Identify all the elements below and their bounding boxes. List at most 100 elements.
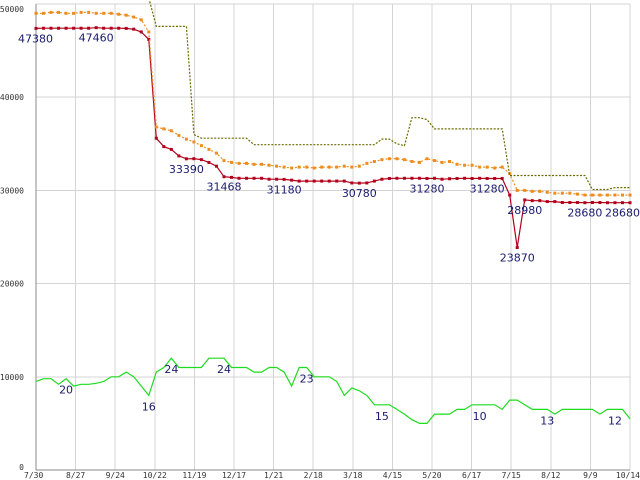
series-1-point — [139, 30, 143, 34]
series-2-point — [448, 160, 452, 164]
series-2-point — [222, 159, 226, 163]
series-1-point — [49, 26, 53, 30]
series-1-point — [590, 201, 594, 205]
series-1-point — [260, 176, 264, 180]
series-1-point — [154, 136, 158, 140]
data-label: 28680 — [567, 207, 602, 220]
series-2-point — [124, 13, 128, 17]
x-tick-label: 5/20 — [422, 471, 441, 480]
series-2-point — [515, 188, 519, 192]
y-tick-label: 20000 — [0, 280, 24, 289]
series-2-point — [455, 162, 459, 166]
series-2-point — [207, 147, 211, 151]
series-2-point — [387, 157, 391, 161]
series-1-point — [327, 179, 331, 183]
series-1-point — [605, 201, 609, 205]
series-1-point — [560, 201, 564, 205]
data-label: 23 — [300, 372, 314, 385]
series-1-point — [124, 26, 128, 30]
series-1-point — [320, 179, 324, 183]
series-2-point — [42, 11, 46, 15]
series-2-point — [320, 165, 324, 169]
series-2-point — [297, 165, 301, 169]
series-1-point — [79, 26, 83, 30]
series-2-point — [229, 160, 233, 164]
series-2-point — [87, 10, 91, 14]
x-tick-label: 1/21 — [264, 471, 283, 480]
data-label: 23870 — [500, 252, 535, 265]
data-label: 16 — [142, 400, 156, 413]
series-1-point — [57, 26, 61, 30]
series-2-point — [605, 193, 609, 197]
series-2-point — [523, 188, 527, 192]
series-1-point — [72, 26, 76, 30]
data-label: 13 — [540, 414, 554, 427]
series-1-point — [380, 177, 384, 181]
series-1-point — [177, 154, 181, 158]
series-1-point — [508, 193, 512, 197]
series-2-point — [553, 191, 557, 195]
data-label: 31180 — [267, 183, 302, 196]
y-tick-label: 10000 — [0, 373, 24, 382]
series-1-point — [297, 179, 301, 183]
data-label: 30780 — [342, 187, 377, 200]
series-2-point — [410, 160, 414, 164]
series-2-point — [275, 164, 279, 168]
series-2-point — [305, 165, 309, 169]
series-2-point — [312, 166, 316, 170]
series-1-point — [312, 179, 316, 183]
x-tick-label: 10/22 — [143, 471, 167, 480]
series-2-point — [109, 11, 113, 15]
series-1-point — [485, 176, 489, 180]
series-2-point — [290, 166, 294, 170]
series-1-point — [229, 175, 233, 179]
x-tick-label: 7/15 — [502, 471, 521, 480]
series-2-point — [245, 161, 249, 165]
series-1-point — [598, 201, 602, 205]
series-1-point — [350, 181, 354, 185]
series-1-point — [463, 176, 467, 180]
series-1-point — [387, 176, 391, 180]
series-2-point — [342, 164, 346, 168]
series-1-point — [455, 176, 459, 180]
series-line-3 — [148, 0, 630, 191]
series-1-point — [42, 26, 46, 30]
series-1-point — [184, 157, 188, 161]
series-2-point — [335, 165, 339, 169]
series-1-point — [335, 179, 339, 183]
series-1-point — [109, 26, 113, 30]
series-2-point — [57, 10, 61, 14]
x-tick-label: 6/17 — [462, 471, 481, 480]
x-tick-label: 12/17 — [222, 471, 246, 480]
data-label: 28980 — [507, 204, 542, 217]
series-1-point — [87, 26, 91, 30]
series-2-point — [598, 193, 602, 197]
series-1-point — [282, 177, 286, 181]
x-tick-label: 4/15 — [383, 471, 402, 480]
x-tick-label: 9/24 — [106, 471, 125, 480]
data-label: 31280 — [470, 182, 505, 195]
series-2-point — [365, 161, 369, 165]
series-1-point — [199, 158, 203, 162]
series-2-point — [34, 11, 38, 15]
data-label: 47460 — [79, 32, 114, 45]
data-label: 24 — [164, 363, 178, 376]
series-2-point — [485, 165, 489, 169]
series-1-point — [305, 179, 309, 183]
series-1-point — [417, 176, 421, 180]
axes: 7/30 8/27 9/24 10/22 11/19 12/17 1/21 2/18 3/18 4… — [0, 4, 640, 480]
series-1-point — [448, 177, 452, 181]
series-1-point — [515, 246, 519, 250]
series-2-point — [102, 11, 106, 15]
series-1-point — [290, 178, 294, 182]
series-1-point — [237, 176, 241, 180]
series-1-point — [433, 176, 437, 180]
series-1-point — [530, 199, 534, 203]
series-layer — [34, 0, 632, 424]
series-1-point — [568, 201, 572, 205]
series-1-point — [169, 147, 173, 151]
series-1-point — [425, 176, 429, 180]
series-2-point — [177, 133, 181, 137]
data-label: 33390 — [169, 163, 204, 176]
series-1-point — [357, 181, 361, 185]
